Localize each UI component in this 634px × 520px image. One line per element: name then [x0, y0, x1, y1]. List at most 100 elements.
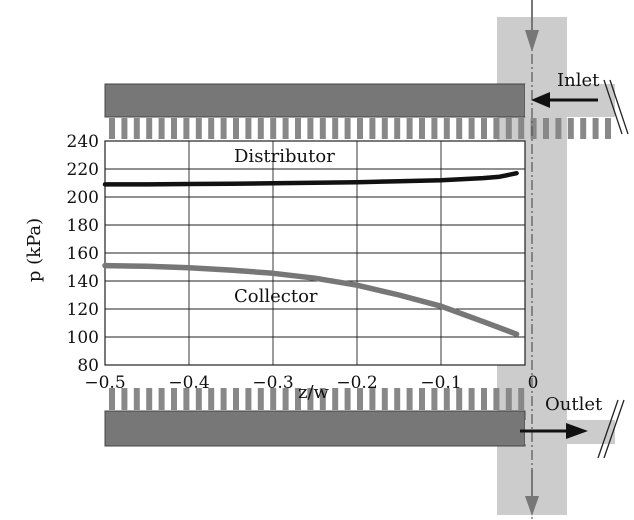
bottom-fin-comb: [109, 388, 525, 410]
fin: [332, 388, 339, 410]
fin: [505, 118, 512, 139]
fin: [381, 388, 388, 410]
collector-annotation: Collector: [234, 286, 318, 307]
fin: [220, 118, 227, 139]
fin: [295, 118, 301, 139]
fin: [270, 118, 277, 139]
fin: [109, 118, 115, 139]
top-fin-comb: [109, 118, 611, 139]
x-tick-label: −0.2: [336, 373, 377, 393]
fin: [592, 118, 599, 139]
y-axis-label: p (kPa): [24, 218, 45, 282]
x-tick-label: 0: [528, 373, 539, 393]
fin: [394, 388, 401, 410]
fin: [381, 118, 388, 139]
bottom-channel-wall: [104, 410, 526, 447]
fin: [456, 118, 463, 139]
outlet-break-mark-2: [603, 399, 625, 459]
y-tick-label: 140: [67, 272, 99, 292]
fin: [133, 388, 140, 410]
y-tick-label: 200: [67, 188, 99, 208]
fin: [369, 118, 376, 139]
series-line-collector: [102, 262, 520, 337]
fin: [555, 118, 562, 139]
top-channel-wall: [104, 83, 526, 118]
fin: [332, 118, 339, 139]
fin: [183, 388, 190, 410]
fin: [195, 118, 202, 139]
fin: [245, 388, 252, 410]
inlet-arrow-head: [531, 92, 550, 108]
x-tick-label: −0.4: [168, 373, 209, 393]
y-tick-label: 80: [77, 356, 99, 376]
fin: [357, 388, 363, 410]
series-layer: [102, 170, 520, 337]
fin: [171, 388, 177, 410]
x-axis-label: z/w: [298, 382, 330, 403]
x-tick-label: −0.1: [420, 373, 461, 393]
fin: [406, 118, 413, 139]
fin: [158, 388, 165, 410]
fin: [493, 388, 500, 410]
y-tick-label: 120: [67, 300, 99, 320]
fin: [270, 388, 277, 410]
fin: [493, 118, 500, 139]
fin: [171, 118, 177, 139]
fin: [133, 118, 140, 139]
fin: [394, 118, 401, 139]
fin: [431, 388, 438, 410]
fin: [257, 118, 264, 139]
fin: [567, 118, 574, 139]
fin: [456, 388, 463, 410]
fin: [146, 388, 153, 410]
fin: [344, 388, 351, 410]
fin: [369, 388, 376, 410]
fin: [518, 388, 525, 410]
x-tick-label: −0.3: [252, 373, 293, 393]
fin: [208, 118, 215, 139]
y-tick-label: 100: [67, 328, 99, 348]
inlet-label: Inlet: [557, 70, 600, 91]
fin: [518, 118, 525, 139]
y-tick-label: 180: [67, 216, 99, 236]
fin: [295, 388, 301, 410]
fin: [481, 118, 487, 139]
fin: [183, 118, 190, 139]
fin: [121, 388, 128, 410]
y-tick-label: 220: [67, 160, 99, 180]
fin: [121, 118, 128, 139]
fin: [282, 118, 289, 139]
y-tick-label: 240: [67, 132, 99, 152]
series-line-distributor: [102, 170, 519, 187]
fin: [505, 388, 512, 410]
fin: [245, 118, 252, 139]
fin: [146, 118, 153, 139]
fin: [208, 388, 215, 410]
fin: [344, 118, 351, 139]
outlet-arrow-head: [566, 423, 588, 439]
fin: [406, 388, 413, 410]
fin: [220, 388, 227, 410]
fin: [109, 388, 115, 410]
fin: [419, 388, 425, 410]
fin: [282, 388, 289, 410]
fin: [233, 118, 239, 139]
fin: [580, 118, 587, 139]
fin: [605, 118, 611, 139]
fin: [319, 118, 326, 139]
fin: [233, 388, 239, 410]
top-flow-arrow-head: [525, 30, 539, 52]
grid-lines: [104, 140, 526, 366]
y-tick-label: 160: [67, 244, 99, 264]
fin: [257, 388, 264, 410]
fin: [307, 118, 314, 139]
axis-labels: 80 100 120 140 160 180 200 220 240 −0.5 −0.4 −0.3 −0…: [67, 132, 539, 393]
fin: [307, 388, 314, 410]
fin: [431, 118, 438, 139]
fin: [481, 388, 487, 410]
fin: [543, 118, 549, 139]
fin: [357, 118, 363, 139]
inlet-break-mark-1: [603, 79, 623, 135]
distributor-annotation: Distributor: [234, 146, 335, 167]
